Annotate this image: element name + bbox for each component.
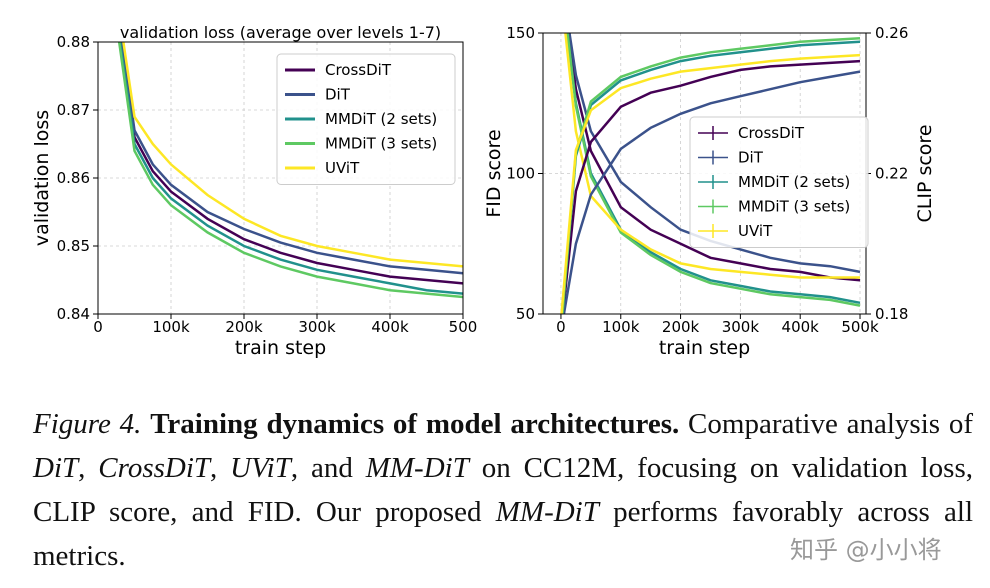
series-line <box>117 42 463 299</box>
legend-label: MMDiT (2 sets) <box>738 173 850 191</box>
y-tick-label: 0.86 <box>57 169 90 187</box>
y-tick-label: 0.84 <box>57 305 90 323</box>
x-tick-label: 200k <box>225 318 263 336</box>
x-tick-label: 400k <box>371 318 409 336</box>
plot <box>560 33 861 314</box>
series-line <box>567 33 861 282</box>
y2-tick-label: 0.26 <box>875 24 908 42</box>
legend-box <box>276 53 456 185</box>
x-tick-label: 500k <box>841 318 879 336</box>
y-tick-label: 150 <box>506 24 535 42</box>
y-tick-label: 0.88 <box>57 33 90 51</box>
caption-text: , <box>210 452 231 484</box>
x-axis-label: train step <box>659 337 750 359</box>
series-line <box>562 70 861 314</box>
x-axis-label: train step <box>235 337 326 359</box>
caption-text: Comparative analysis of <box>688 408 974 440</box>
caption-text: CrossDiT <box>98 452 211 484</box>
legend-label: DiT <box>325 86 351 104</box>
x-tick-label: 0 <box>556 318 566 336</box>
watermark: 知乎 @小小将 <box>790 536 942 564</box>
series-line <box>566 33 861 307</box>
y-tick-label: 100 <box>506 165 535 183</box>
figure: 0 100k 200k 300k 400k 5000.840.850.860.870.88… <box>31 23 936 359</box>
y-tick-label: 50 <box>516 305 535 323</box>
caption-heading: Training dynamics of model architectures… <box>150 408 680 440</box>
plot-frame <box>97 41 464 315</box>
x-tick-label: 100k <box>602 318 640 336</box>
y-tick-label: 0.85 <box>57 237 90 255</box>
y2-axis-label: CLIP score <box>914 124 936 222</box>
series-line <box>561 59 861 314</box>
x-tick-label: 400k <box>782 318 820 336</box>
x-tick-label: 300k <box>298 318 336 336</box>
caption-text: performs favorably across all metrics. <box>33 496 973 572</box>
x-tick-label: 300k <box>722 318 760 336</box>
y2-tick-label: 0.22 <box>875 165 908 183</box>
legend-label: DiT <box>738 149 764 167</box>
legend-label: UViT <box>325 159 360 177</box>
caption-text: , <box>78 452 99 484</box>
caption-text: MM-DiT <box>365 452 469 484</box>
caption-text: MM-DiT <box>495 496 599 528</box>
chart-title: validation loss (average over levels 1-7… <box>120 23 441 42</box>
caption-text: DiT <box>33 452 79 484</box>
y-axis-label: validation loss <box>31 110 53 246</box>
x-tick-label: 200k <box>662 318 700 336</box>
caption-text: UViT <box>230 452 291 484</box>
legend-box <box>689 116 869 248</box>
series-line <box>564 33 860 279</box>
legend-label: MMDiT (2 sets) <box>325 110 437 128</box>
y-tick-label: 0.87 <box>57 101 90 119</box>
series-line <box>122 42 463 268</box>
series-line <box>118 42 463 295</box>
legend-label: CrossDiT <box>738 124 805 142</box>
series-line <box>120 42 463 275</box>
legend-label: CrossDiT <box>325 61 392 79</box>
series-line <box>560 53 861 314</box>
legend-label: MMDiT (3 sets) <box>325 135 437 153</box>
legend-label: MMDiT (3 sets) <box>738 198 850 216</box>
caption-label: Figure 4. <box>33 408 142 440</box>
caption-text: , and <box>290 452 366 484</box>
plot <box>117 42 463 299</box>
series-line <box>119 42 463 285</box>
x-tick-label: 500 <box>449 318 478 336</box>
x-tick-label: 100k <box>152 318 190 336</box>
legend-label: UViT <box>738 222 773 240</box>
x-tick-label: 0 <box>93 318 103 336</box>
y2-tick-label: 0.18 <box>875 305 908 323</box>
series-line <box>561 37 861 314</box>
caption: Figure 4. Training dynamics of model arc… <box>33 402 973 578</box>
caption-text: on CC12M, focusing on validation loss, C… <box>33 452 974 528</box>
y-axis-label: FID score <box>483 129 505 217</box>
